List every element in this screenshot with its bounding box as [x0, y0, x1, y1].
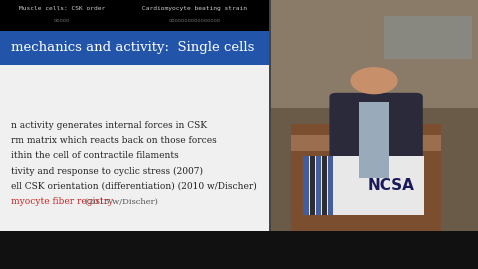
Text: n activity generates internal forces in CSK: n activity generates internal forces in …	[11, 121, 207, 130]
Text: Cardiomyocyte beating strain: Cardiomyocyte beating strain	[142, 6, 247, 11]
Bar	[0, 0, 270, 31]
Bar	[328, 156, 334, 215]
Text: rm matrix which reacts back on those forces: rm matrix which reacts back on those for…	[11, 136, 217, 145]
FancyBboxPatch shape	[329, 93, 423, 182]
Bar	[310, 156, 315, 215]
Bar	[270, 0, 478, 231]
Bar	[270, 0, 478, 108]
Text: oooooooooooooooo: oooooooooooooooo	[168, 17, 220, 23]
Text: tivity and response to cyclic stress (2007): tivity and response to cyclic stress (20…	[11, 167, 203, 176]
Bar	[384, 16, 472, 59]
Text: (2015 w/Discher): (2015 w/Discher)	[85, 198, 158, 206]
Text: ooooo: ooooo	[54, 17, 70, 23]
Text: NCSA: NCSA	[367, 178, 414, 193]
Text: ithin the cell of contractile filaments: ithin the cell of contractile filaments	[11, 151, 179, 160]
Bar	[291, 134, 441, 151]
Bar	[316, 156, 321, 215]
Bar	[269, 0, 271, 231]
Bar	[0, 231, 478, 269]
Text: mechanics and activity:  Single cells: mechanics and activity: Single cells	[11, 41, 254, 54]
Bar	[0, 0, 270, 231]
Text: myocyte fiber registry: myocyte fiber registry	[11, 197, 119, 206]
Bar	[304, 156, 309, 215]
Bar	[304, 156, 424, 215]
Bar	[291, 124, 441, 231]
Bar	[322, 156, 327, 215]
Bar	[0, 31, 270, 65]
Circle shape	[351, 68, 397, 94]
Text: Muscle cells: CSK order: Muscle cells: CSK order	[19, 6, 105, 11]
Text: ell CSK orientation (differentiation) (2010 w/Discher): ell CSK orientation (differentiation) (2…	[11, 182, 257, 191]
Bar	[359, 102, 389, 178]
